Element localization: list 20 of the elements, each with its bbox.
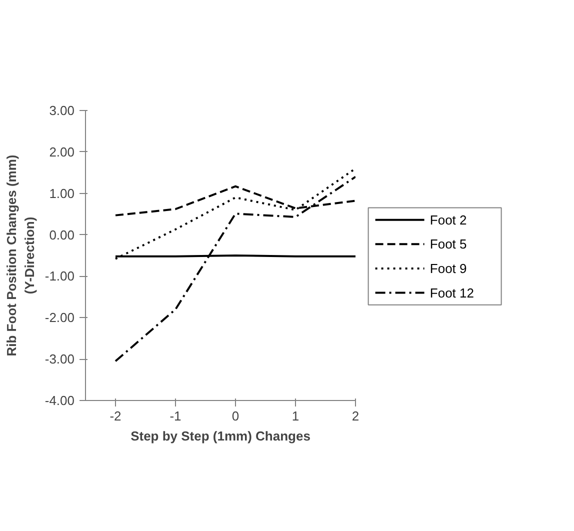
x-axis-title: Step by Step (1mm) Changes	[130, 428, 310, 444]
line-series	[114, 176, 356, 362]
legend-label: Foot 5	[430, 236, 467, 252]
y-tick-label: -1.00	[44, 268, 75, 284]
legend-label: Foot 9	[430, 260, 467, 276]
x-tick-label: 1	[292, 408, 300, 424]
legend-label: Foot 2	[430, 212, 467, 228]
y-tick-label: 3.00	[49, 103, 75, 118]
y-tick-label: 2.00	[49, 144, 75, 160]
y-tick-label: -3.00	[44, 352, 75, 367]
y-axis-title: Rib Foot Position Changes (mm) (Y-Direction)	[4, 154, 37, 356]
legend-label: Foot 12	[430, 285, 474, 300]
y-tick-label: 0.00	[49, 227, 75, 242]
y-tick-label: -4.00	[44, 393, 75, 408]
x-tick-label: -1	[170, 408, 182, 424]
y-tick-label: 1.00	[49, 186, 75, 201]
x-tick-label: -2	[110, 408, 122, 424]
x-tick-label: 0	[232, 408, 240, 424]
x-tick-label: 2	[352, 408, 360, 424]
y-tick-label: -2.00	[44, 310, 75, 326]
